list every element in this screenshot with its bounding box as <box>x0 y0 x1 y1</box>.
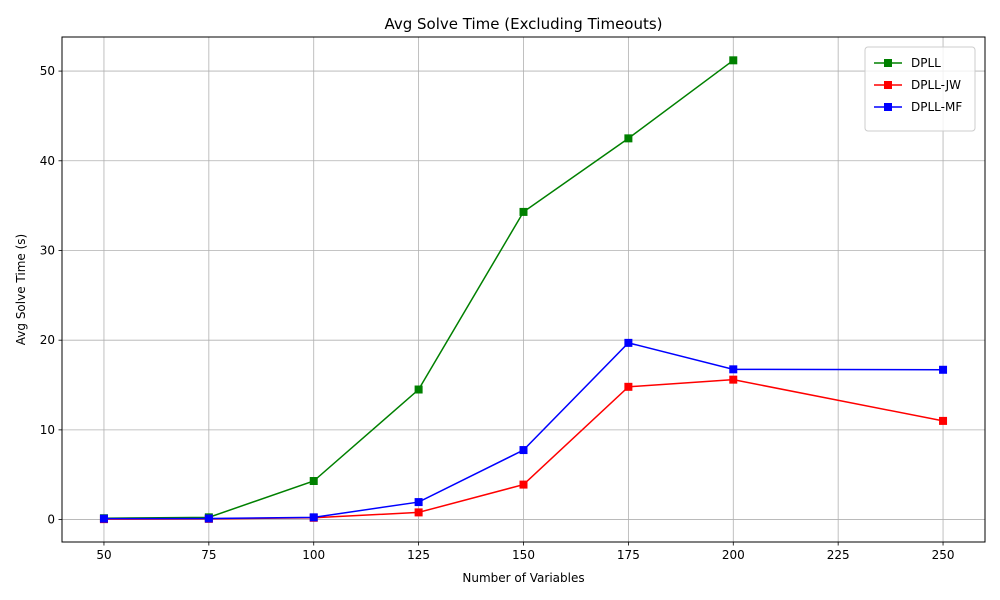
x-tick-label: 100 <box>302 548 325 562</box>
x-tick-label: 75 <box>201 548 216 562</box>
data-point <box>729 375 738 384</box>
legend-marker <box>884 103 892 111</box>
data-point <box>204 514 213 523</box>
x-tick-label: 200 <box>722 548 745 562</box>
data-point <box>519 207 528 216</box>
grid <box>62 37 985 542</box>
series-dpll-mf <box>99 338 948 523</box>
x-tick-label: 150 <box>512 548 535 562</box>
data-point <box>309 477 318 486</box>
data-point <box>729 365 738 374</box>
data-point <box>729 56 738 65</box>
legend-box <box>864 46 976 132</box>
x-tick-label: 50 <box>96 548 111 562</box>
legend: DPLL DPLL-JW DPLL-MF <box>864 46 976 132</box>
data-point <box>519 446 528 455</box>
y-tick-label: 0 <box>47 513 55 527</box>
data-point <box>414 498 423 507</box>
x-tick-label: 250 <box>932 548 955 562</box>
y-axis-label: Avg Solve Time (s) <box>14 234 28 345</box>
data-point <box>99 514 108 523</box>
legend-label: DPLL-MF <box>911 100 962 114</box>
legend-label: DPLL <box>911 56 941 70</box>
ticks: 50 75 100 125 150 175 200 225 250 0 10 20 30 40 50 <box>40 64 955 562</box>
y-tick-label: 50 <box>40 64 55 78</box>
series-line <box>103 342 944 520</box>
x-tick-label: 225 <box>827 548 850 562</box>
x-tick-label: 175 <box>617 548 640 562</box>
data-point <box>939 365 948 374</box>
y-tick-label: 40 <box>40 154 55 168</box>
data-point <box>519 480 528 489</box>
chart-title: Avg Solve Time (Excluding Timeouts) <box>384 15 662 33</box>
x-axis-label: Number of Variables <box>462 571 584 585</box>
data-point <box>309 513 318 522</box>
series-layer <box>99 56 948 524</box>
legend-marker <box>884 81 892 89</box>
data-point <box>414 385 423 394</box>
data-point <box>624 382 633 391</box>
data-point <box>939 416 948 425</box>
y-tick-label: 20 <box>40 333 55 347</box>
y-tick-label: 10 <box>40 423 55 437</box>
legend-label: DPLL-JW <box>911 78 961 92</box>
data-point <box>624 134 633 143</box>
data-point <box>414 508 423 517</box>
legend-marker <box>884 59 892 67</box>
y-tick-label: 30 <box>40 243 55 257</box>
x-tick-label: 125 <box>407 548 430 562</box>
data-point <box>624 338 633 347</box>
